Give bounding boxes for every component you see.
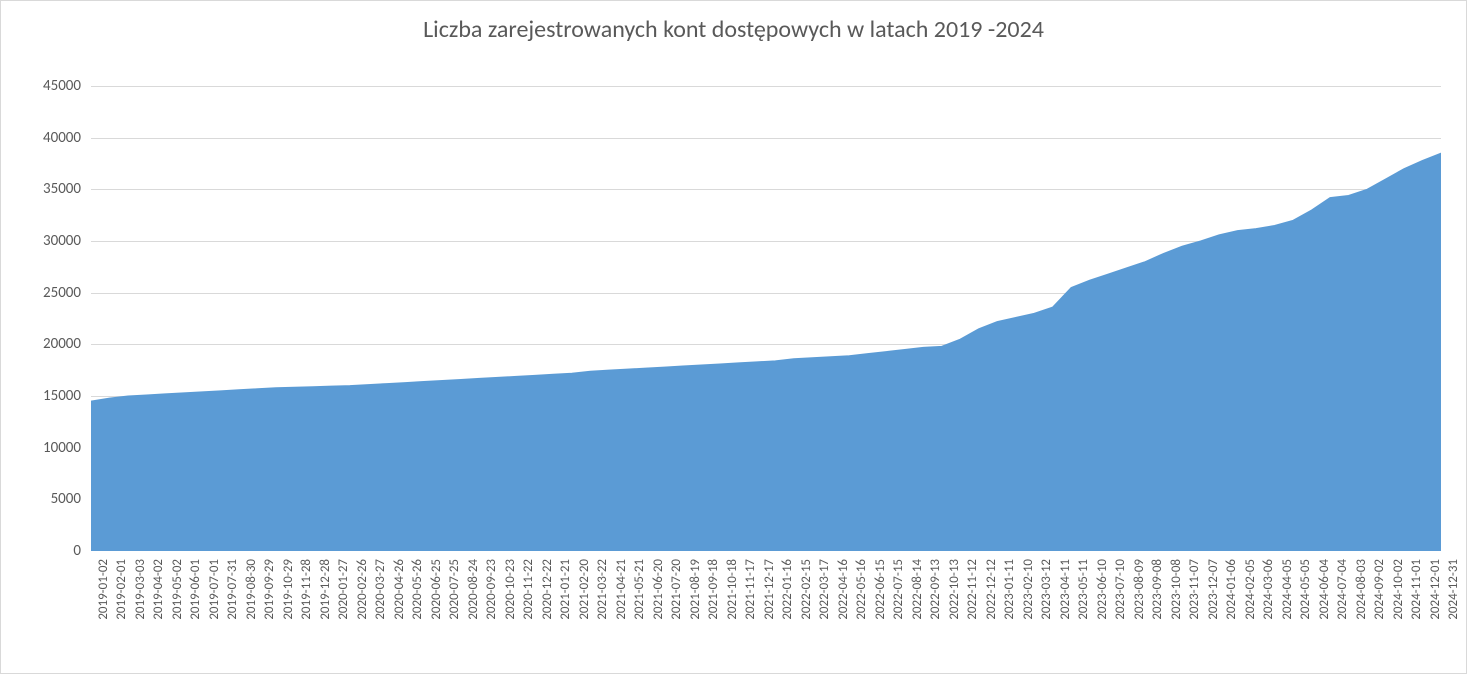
- x-tick-label: 2024-01-06: [1224, 559, 1239, 620]
- y-tick-label: 5000: [11, 490, 81, 508]
- x-tick-label: 2024-03-06: [1261, 559, 1276, 620]
- y-tick-label: 40000: [11, 129, 81, 147]
- plot-area: [91, 86, 1441, 551]
- x-tick-label: 2024-04-05: [1280, 559, 1295, 620]
- x-tick-label: 2020-09-23: [484, 559, 499, 620]
- x-tick-label: 2023-05-11: [1076, 559, 1091, 620]
- x-tick-label: 2024-11-01: [1409, 559, 1424, 620]
- y-tick-label: 30000: [11, 232, 81, 250]
- x-tick-label: 2021-01-21: [558, 559, 573, 620]
- x-tick-label: 2019-07-01: [207, 559, 222, 620]
- x-tick-label: 2023-06-10: [1095, 559, 1110, 620]
- x-tick-label: 2019-11-28: [299, 559, 314, 620]
- x-tick-label: 2019-04-02: [151, 559, 166, 620]
- x-tick-label: 2024-05-05: [1298, 559, 1313, 620]
- x-tick-label: 2024-12-01: [1428, 559, 1443, 620]
- x-tick-label: 2020-01-27: [336, 559, 351, 620]
- area-series: [91, 86, 1441, 551]
- x-tick-label: 2022-04-16: [836, 559, 851, 620]
- x-tick-label: 2021-06-20: [651, 559, 666, 620]
- x-tick-label: 2022-06-15: [873, 559, 888, 620]
- x-tick-label: 2022-02-15: [799, 559, 814, 620]
- y-tick-label: 20000: [11, 335, 81, 353]
- x-tick-label: 2022-11-12: [965, 559, 980, 620]
- x-tick-label: 2021-10-18: [725, 559, 740, 620]
- x-tick-label: 2021-03-22: [595, 559, 610, 620]
- x-tick-label: 2022-09-13: [928, 559, 943, 620]
- x-tick-label: 2024-02-05: [1243, 559, 1258, 620]
- x-tick-label: 2020-07-25: [447, 559, 462, 620]
- x-tick-label: 2023-03-12: [1039, 559, 1054, 620]
- x-tick-label: 2021-07-20: [669, 559, 684, 620]
- x-tick-label: 2022-03-17: [817, 559, 832, 620]
- x-tick-label: 2020-08-24: [466, 559, 481, 620]
- x-tick-label: 2023-11-07: [1187, 559, 1202, 620]
- x-tick-label: 2022-12-12: [984, 559, 999, 620]
- x-tick-label: 2021-12-17: [762, 559, 777, 620]
- x-tick-label: 2021-09-18: [706, 559, 721, 620]
- x-tick-label: 2022-05-16: [854, 559, 869, 620]
- x-tick-label: 2024-07-04: [1335, 559, 1350, 620]
- x-tick-label: 2020-06-25: [429, 559, 444, 620]
- x-tick-label: 2019-03-03: [133, 559, 148, 620]
- x-tick-label: 2020-04-26: [392, 559, 407, 620]
- y-tick-label: 15000: [11, 387, 81, 405]
- x-tick-label: 2020-12-22: [540, 559, 555, 620]
- x-tick-label: 2019-12-28: [318, 559, 333, 620]
- x-tick-label: 2022-10-13: [947, 559, 962, 620]
- x-tick-label: 2021-11-17: [743, 559, 758, 620]
- x-tick-label: 2019-01-02: [96, 559, 111, 620]
- x-tick-label: 2020-03-27: [373, 559, 388, 620]
- x-tick-label: 2023-08-09: [1132, 559, 1147, 620]
- y-tick-label: 45000: [11, 77, 81, 95]
- y-tick-label: 10000: [11, 439, 81, 457]
- x-tick-label: 2023-04-11: [1058, 559, 1073, 620]
- x-tick-label: 2021-04-21: [614, 559, 629, 620]
- x-tick-label: 2023-09-08: [1150, 559, 1165, 620]
- y-tick-label: 0: [11, 542, 81, 560]
- x-tick-label: 2024-12-31: [1446, 559, 1461, 620]
- x-tick-label: 2019-06-01: [188, 559, 203, 620]
- x-tick-label: 2019-10-29: [281, 559, 296, 620]
- x-tick-label: 2019-02-01: [114, 559, 129, 620]
- x-tick-label: 2023-12-07: [1206, 559, 1221, 620]
- x-tick-label: 2020-05-26: [410, 559, 425, 620]
- x-tick-label: 2019-07-31: [225, 559, 240, 620]
- x-tick-label: 2023-02-10: [1021, 559, 1036, 620]
- x-tick-label: 2022-07-15: [891, 559, 906, 620]
- y-tick-label: 25000: [11, 284, 81, 302]
- x-tick-label: 2019-08-30: [244, 559, 259, 620]
- x-tick-label: 2024-09-02: [1372, 559, 1387, 620]
- x-tick-label: 2024-10-02: [1391, 559, 1406, 620]
- x-tick-label: 2022-01-16: [780, 559, 795, 620]
- chart-title: Liczba zarejestrowanych kont dostępowych…: [1, 15, 1466, 44]
- x-tick-label: 2020-10-23: [503, 559, 518, 620]
- x-tick-label: 2021-02-20: [577, 559, 592, 620]
- x-tick-label: 2020-11-22: [521, 559, 536, 620]
- x-tick-label: 2024-08-03: [1354, 559, 1369, 620]
- x-tick-label: 2020-02-26: [355, 559, 370, 620]
- chart-container: Liczba zarejestrowanych kont dostępowych…: [0, 0, 1467, 674]
- x-tick-label: 2022-08-14: [910, 559, 925, 620]
- x-tick-label: 2023-10-08: [1169, 559, 1184, 620]
- x-tick-label: 2019-09-29: [262, 559, 277, 620]
- x-tick-label: 2021-05-21: [632, 559, 647, 620]
- y-tick-label: 35000: [11, 180, 81, 198]
- x-tick-label: 2024-06-04: [1317, 559, 1332, 620]
- x-tick-label: 2023-01-11: [1002, 559, 1017, 620]
- x-tick-label: 2023-07-10: [1113, 559, 1128, 620]
- x-tick-label: 2021-08-19: [688, 559, 703, 620]
- x-tick-label: 2019-05-02: [170, 559, 185, 620]
